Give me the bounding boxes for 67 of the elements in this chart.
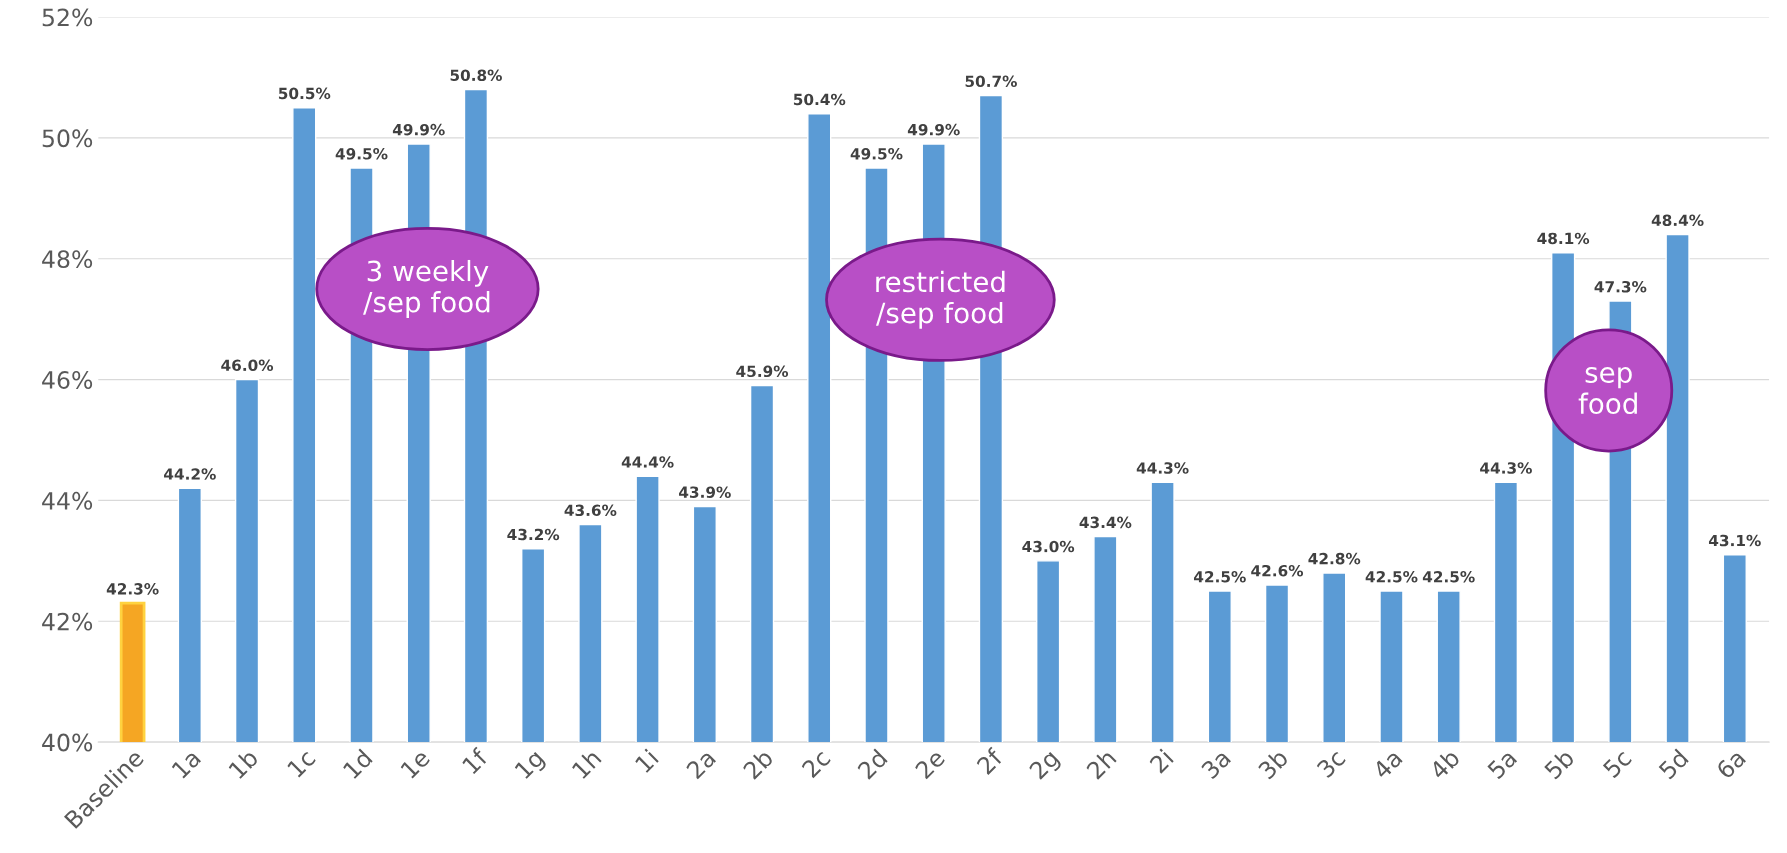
- data-label: 44.3%: [1480, 462, 1532, 474]
- data-label: 42.8%: [1308, 552, 1361, 565]
- x-tick-label: 2f: [975, 746, 1004, 775]
- data-label: 44.4%: [621, 456, 674, 468]
- x-tick-label: 1e: [400, 748, 431, 779]
- x-tick-label: 1c: [286, 748, 317, 778]
- data-label: 42.5%: [1422, 570, 1475, 583]
- data-label: 46.0%: [221, 359, 274, 372]
- annotation: sep food: [1578, 367, 1637, 415]
- data-label: 49.9%: [392, 123, 445, 136]
- x-tick-label: 2h: [1085, 748, 1117, 780]
- x-tick-label: 2d: [856, 748, 888, 780]
- data-label: 50.4%: [793, 93, 846, 106]
- y-tick-label: 40%: [42, 733, 93, 752]
- x-tick-label: 3c: [1316, 748, 1347, 779]
- data-label: 43.9%: [679, 486, 731, 498]
- data-label: 45.9%: [736, 365, 789, 378]
- x-tick-label: 6a: [1715, 748, 1747, 780]
- x-tick-label: 5a: [1486, 749, 1518, 780]
- data-label: 43.0%: [1022, 540, 1075, 553]
- annotation: restricted /sep food: [876, 270, 1005, 329]
- data-label: 43.1%: [1708, 534, 1761, 547]
- data-label: 48.1%: [1537, 232, 1590, 245]
- x-tick-label: 2a: [685, 748, 717, 780]
- data-label: 48.4%: [1651, 214, 1704, 227]
- x-tick-label: 2e: [914, 748, 946, 780]
- data-label: 50.5%: [278, 87, 331, 100]
- data-label: 47.3%: [1594, 280, 1647, 293]
- data-label: 42.6%: [1251, 564, 1304, 577]
- x-tick-label: 5c: [1602, 748, 1633, 779]
- y-tick-label: 42%: [42, 612, 93, 631]
- x-tick-label: 5b: [1543, 747, 1576, 780]
- x-tick-label: 2g: [1028, 748, 1063, 784]
- x-tick-label: 4a: [1371, 749, 1403, 780]
- data-label: 43.2%: [507, 528, 560, 541]
- y-tick-label: 48%: [42, 250, 93, 269]
- x-tick-label: 5d: [1657, 748, 1689, 780]
- data-label: 50.8%: [450, 69, 502, 82]
- data-label: 49.5%: [850, 148, 903, 160]
- x-tick-label: 2b: [742, 747, 775, 780]
- x-tick-label: 1a: [171, 749, 202, 779]
- x-tick-label: 1f: [461, 746, 489, 775]
- x-tick-label: 1i: [634, 748, 659, 774]
- data-label: 50.7%: [965, 75, 1017, 88]
- y-tick-label: 46%: [42, 371, 93, 389]
- data-label: 42.3%: [106, 583, 159, 595]
- y-tick-label: 44%: [42, 491, 93, 510]
- data-label: 44.2%: [164, 468, 216, 480]
- x-tick-label: 2i: [1148, 748, 1174, 774]
- y-tick-label: 52%: [42, 8, 93, 27]
- x-tick-label: 3b: [1257, 747, 1290, 780]
- x-tick-label: 2c: [800, 748, 832, 779]
- x-tick-label: 4b: [1428, 747, 1461, 781]
- annotation: 3 weekly /sep food: [363, 259, 490, 318]
- data-label: 42.5%: [1194, 570, 1246, 583]
- x-tick-label: 1d: [342, 748, 373, 780]
- y-tick-label: 50%: [42, 129, 93, 148]
- x-tick-label: 1h: [571, 748, 602, 780]
- x-tick-label: 3a: [1200, 748, 1232, 780]
- data-label: 49.9%: [907, 123, 960, 136]
- data-label: 44.3%: [1136, 462, 1189, 474]
- data-label: 43.4%: [1079, 516, 1132, 529]
- data-label: 43.6%: [564, 504, 617, 517]
- data-label: 42.5%: [1365, 570, 1418, 583]
- x-tick-label: 1g: [514, 749, 548, 783]
- x-tick-label: 1b: [227, 747, 260, 780]
- data-label: 49.5%: [335, 148, 388, 160]
